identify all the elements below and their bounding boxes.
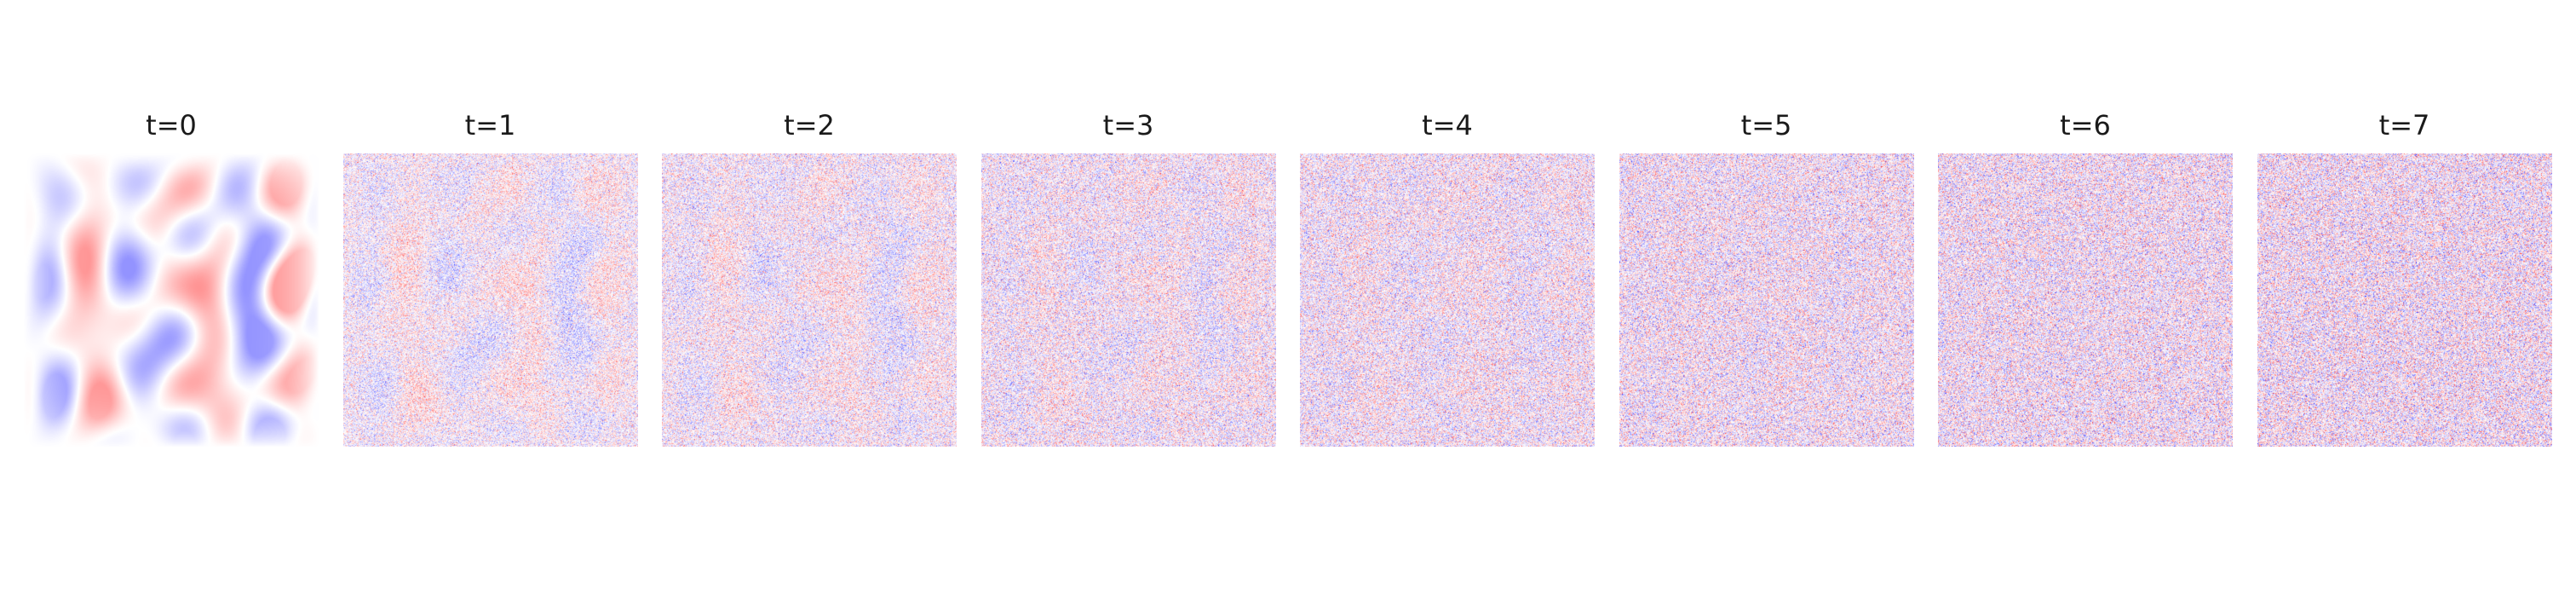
panel-title: t=2 — [784, 109, 835, 141]
panel-title: t=7 — [2378, 109, 2430, 141]
panel-t7: t=7 — [2257, 0, 2552, 612]
heatmap-image-t4 — [1300, 153, 1595, 447]
heatmap-image-t3 — [980, 153, 1276, 447]
panel-title: t=5 — [1740, 109, 1792, 141]
heatmap-image-t7 — [2257, 153, 2552, 447]
heatmap-image-t6 — [1938, 153, 2233, 447]
heatmap-image-t1 — [342, 153, 638, 447]
panel-title: t=4 — [1422, 109, 1473, 141]
heatmap-image-t0 — [24, 153, 319, 447]
panel-t5: t=5 — [1619, 0, 1914, 612]
panel-title: t=1 — [464, 109, 516, 141]
heatmap-image-t5 — [1619, 153, 1914, 447]
panel-title: t=0 — [146, 109, 197, 141]
panel-t2: t=2 — [662, 0, 957, 612]
panel-t6: t=6 — [1938, 0, 2233, 612]
panel-title: t=3 — [1102, 109, 1154, 141]
panel-t0: t=0 — [24, 0, 319, 612]
panel-t1: t=1 — [342, 0, 638, 612]
panel-t4: t=4 — [1300, 0, 1595, 612]
panel-t3: t=3 — [980, 0, 1276, 612]
panel-title: t=6 — [2060, 109, 2111, 141]
heatmap-image-t2 — [662, 153, 957, 447]
